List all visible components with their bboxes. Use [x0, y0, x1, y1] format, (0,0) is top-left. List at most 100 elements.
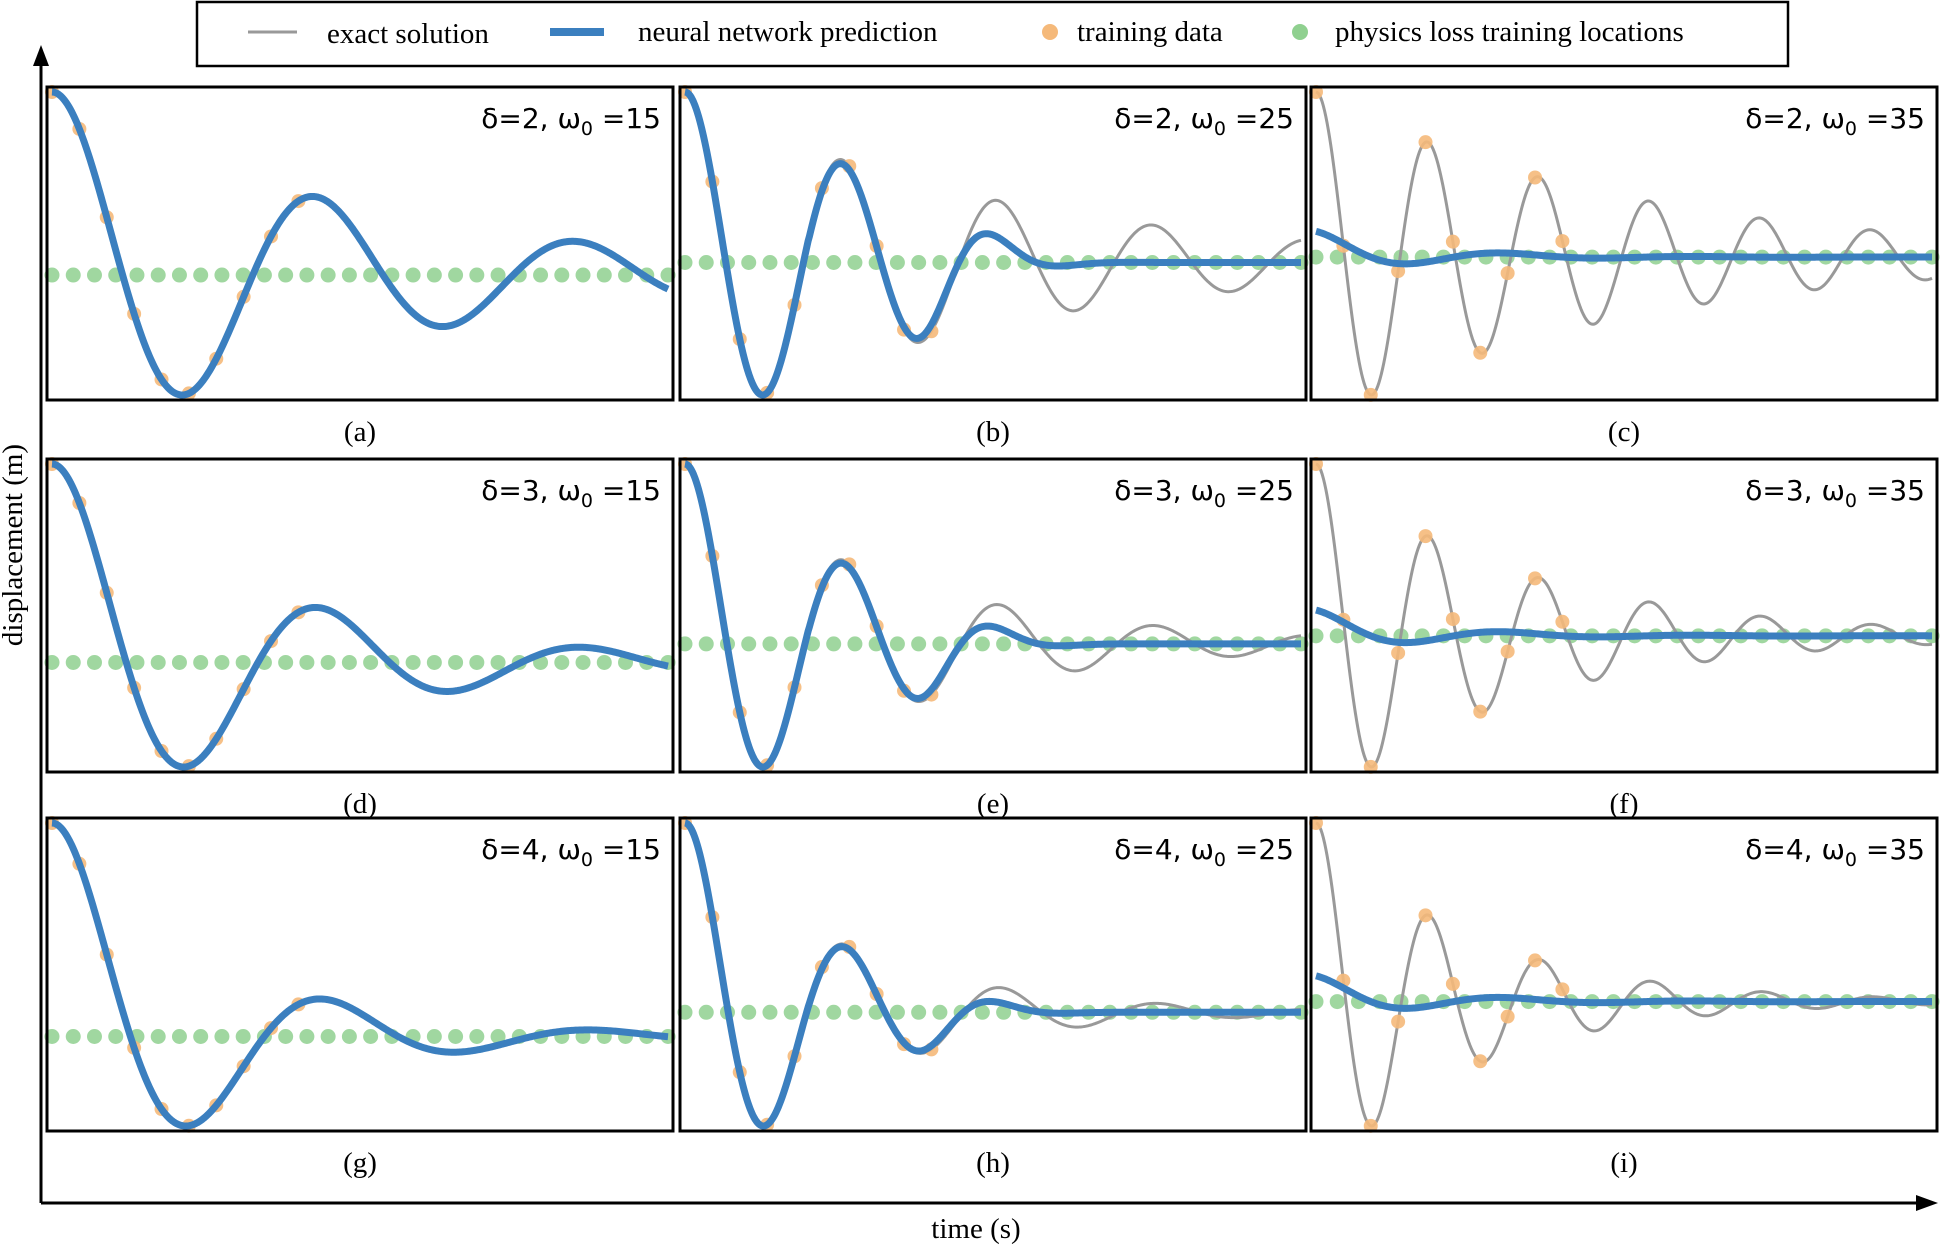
physics-point — [278, 267, 294, 283]
y-axis-arrowhead — [33, 45, 49, 66]
exact-solution-line — [1315, 90, 1933, 397]
annotation-omega: ω — [1821, 833, 1844, 866]
annotation-omega-sub: 0 — [1845, 849, 1857, 871]
legend-exact-label: exact solution — [327, 18, 489, 50]
physics-point — [996, 636, 1012, 652]
physics-point — [299, 1028, 315, 1044]
physics-point — [214, 267, 230, 283]
panel-caption: (d) — [343, 788, 377, 820]
physics-point — [596, 654, 612, 670]
legend-physics-swatch — [1292, 24, 1308, 40]
nn-prediction-line — [682, 88, 1304, 399]
physics-point — [171, 654, 187, 670]
panel-annotation: δ=2, ω0 =15 — [481, 102, 661, 140]
figure-axes: time (s) displacement (m) — [0, 45, 1938, 1245]
panel-annotation: δ=3, ω0 =15 — [481, 474, 661, 512]
physics-point — [932, 636, 948, 652]
annotation-delta: δ=3, — [1114, 474, 1190, 507]
annotation-omega: ω — [1190, 833, 1213, 866]
training-point — [1473, 345, 1488, 360]
training-point — [1555, 234, 1570, 249]
physics-point — [847, 254, 863, 270]
panel-annotation: δ=4, ω0 =35 — [1745, 833, 1925, 871]
physics-point — [575, 267, 591, 283]
physics-point — [762, 1004, 778, 1020]
physics-point — [214, 654, 230, 670]
physics-point — [698, 254, 714, 270]
physics-point — [278, 1028, 294, 1044]
physics-point — [996, 254, 1012, 270]
panels: δ=2, ω0 =15(a)δ=2, ω0 =25(b)δ=2, ω0 =35(… — [44, 85, 1940, 1179]
panel-frame — [678, 457, 1308, 774]
training-point — [1445, 612, 1460, 627]
annotation-omega: ω — [1821, 474, 1844, 507]
annotation-delta: δ=2, — [1114, 102, 1190, 135]
panel-e: δ=3, ω0 =25 (e) — [677, 457, 1309, 820]
panel-frame — [45, 85, 675, 402]
legend-training-swatch — [1042, 24, 1058, 40]
annotation-omega-value: =35 — [1857, 833, 1925, 866]
physics-point — [889, 636, 905, 652]
physics-point — [341, 654, 357, 670]
physics-point — [932, 1004, 948, 1020]
panel-caption: (f) — [1610, 788, 1639, 820]
physics-point — [65, 267, 81, 283]
legend-training-label: training data — [1077, 16, 1223, 48]
training-point — [1500, 644, 1515, 659]
physics-point — [299, 654, 315, 670]
physics-point — [996, 1004, 1012, 1020]
annotation-omega-sub: 0 — [1845, 490, 1857, 512]
physics-point — [826, 1004, 842, 1020]
panel-caption: (i) — [1610, 1147, 1637, 1179]
panel-frame — [45, 816, 675, 1133]
panel-frame — [678, 816, 1308, 1133]
panel-caption: (h) — [976, 1147, 1010, 1179]
legend-physics-label: physics loss training locations — [1335, 16, 1684, 48]
panel-annotation: δ=2, ω0 =35 — [1745, 102, 1925, 140]
annotation-delta: δ=3, — [481, 474, 557, 507]
physics-point — [299, 267, 315, 283]
annotation-omega-value: =15 — [593, 102, 661, 135]
training-point — [1418, 135, 1433, 150]
physics-point — [911, 1004, 927, 1020]
physics-point — [235, 267, 251, 283]
panel-annotation: δ=4, ω0 =15 — [481, 833, 661, 871]
annotation-omega-sub: 0 — [1845, 118, 1857, 140]
exact-solution-line — [684, 90, 1302, 397]
training-point — [1363, 759, 1378, 774]
physics-point — [741, 254, 757, 270]
physics-point — [911, 636, 927, 652]
panel-h: δ=4, ω0 =25 (h) — [677, 816, 1309, 1179]
training-point — [1500, 266, 1515, 281]
physics-point — [911, 254, 927, 270]
exact-solution-line — [684, 462, 1302, 769]
physics-point — [469, 267, 485, 283]
physics-point — [847, 636, 863, 652]
physics-point — [1329, 628, 1345, 644]
panel-frame — [678, 85, 1308, 402]
annotation-omega: ω — [1190, 474, 1213, 507]
physics-point — [86, 654, 102, 670]
annotation-delta: δ=3, — [1745, 474, 1821, 507]
annotation-omega-value: =25 — [1226, 833, 1294, 866]
legend-nn-label: neural network prediction — [638, 16, 938, 48]
physics-point — [554, 267, 570, 283]
physics-point — [150, 267, 166, 283]
annotation-omega-sub: 0 — [1214, 118, 1226, 140]
nn-prediction-line — [1313, 972, 1935, 1012]
physics-point — [554, 654, 570, 670]
nn-prediction-line — [49, 88, 671, 399]
x-axis-label: time (s) — [931, 1213, 1020, 1245]
training-point — [1555, 982, 1570, 997]
physics-point — [320, 267, 336, 283]
annotation-omega-sub: 0 — [1214, 849, 1226, 871]
physics-point — [741, 636, 757, 652]
physics-point — [618, 267, 634, 283]
panel-caption: (b) — [976, 416, 1010, 448]
physics-point — [363, 267, 379, 283]
panel-frame — [1309, 85, 1939, 402]
physics-point — [847, 1004, 863, 1020]
physics-point — [214, 1028, 230, 1044]
physics-point — [762, 254, 778, 270]
legend-frame — [195, 0, 1790, 68]
